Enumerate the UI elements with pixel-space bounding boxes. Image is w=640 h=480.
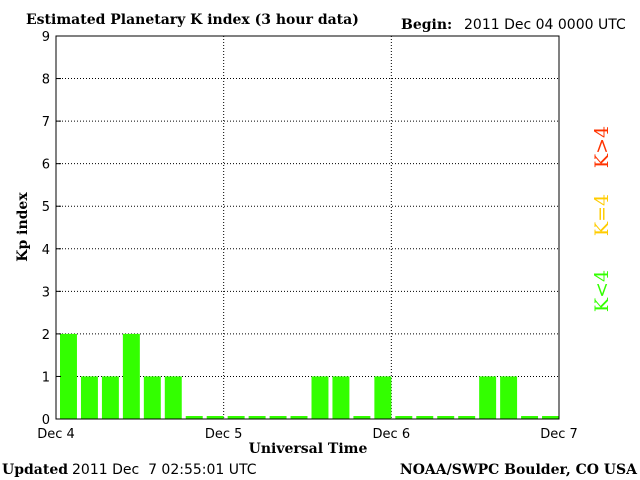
bar: [164, 376, 182, 419]
plot-grid: [56, 36, 559, 419]
source-credit: NOAA/SWPC Boulder, CO USA: [400, 462, 638, 478]
x-axis-label: Universal Time: [249, 441, 368, 457]
y-tick-label: 6: [42, 158, 50, 173]
updated-value: 2011 Dec 7 02:55:01 UTC: [72, 462, 257, 478]
bar: [521, 416, 539, 419]
bar: [80, 376, 98, 419]
bar: [185, 416, 203, 419]
bar: [269, 416, 287, 419]
bar: [311, 376, 329, 419]
bar: [479, 376, 497, 419]
bar: [206, 416, 224, 419]
updated-label: Updated: [2, 462, 68, 478]
legend-below: K<4: [591, 270, 613, 312]
legend-equal: K=4: [591, 194, 613, 236]
bar: [416, 416, 434, 419]
x-tick-label: Dec 4: [37, 427, 75, 442]
bar: [143, 376, 161, 419]
bar: [458, 416, 476, 419]
bar: [122, 333, 140, 419]
y-tick-label: 1: [42, 370, 50, 385]
x-tick-label: Dec 6: [373, 427, 411, 442]
y-tick-label: 3: [42, 285, 50, 300]
plot-frame: [55, 35, 560, 420]
bar: [248, 416, 266, 419]
x-tick-label: Dec 5: [205, 427, 243, 442]
x-axis-ticks: Dec 4 Dec 5 Dec 6 Dec 7: [37, 427, 578, 442]
y-tick-label: 8: [42, 73, 50, 88]
x-tick-label: Dec 7: [540, 427, 578, 442]
chart-title: Estimated Planetary K index (3 hour data…: [26, 12, 359, 28]
legend-above: K>4: [591, 126, 613, 168]
bar: [60, 333, 77, 419]
y-tick-label: 7: [42, 115, 50, 130]
bar: [353, 416, 371, 419]
bar-series: [60, 333, 559, 419]
y-tick-label: 2: [42, 328, 50, 343]
bar: [290, 416, 308, 419]
y-axis-label: Kp index: [15, 192, 31, 262]
bar: [437, 416, 455, 419]
y-tick-label: 4: [42, 243, 50, 258]
y-axis-ticks: 0 1 2 3 4 5 6 7 8 9: [42, 30, 61, 428]
bar: [332, 376, 350, 419]
bar: [542, 416, 559, 419]
bar: [395, 416, 413, 419]
y-tick-label: 9: [42, 30, 50, 45]
bar: [500, 376, 518, 419]
y-tick-label: 0: [42, 413, 50, 428]
begin-value: 2011 Dec 04 0000 UTC: [464, 17, 626, 33]
begin-label: Begin:: [401, 17, 452, 33]
y-tick-label: 5: [42, 200, 50, 215]
bar: [374, 376, 392, 419]
bar: [227, 416, 245, 419]
bar: [101, 376, 119, 419]
